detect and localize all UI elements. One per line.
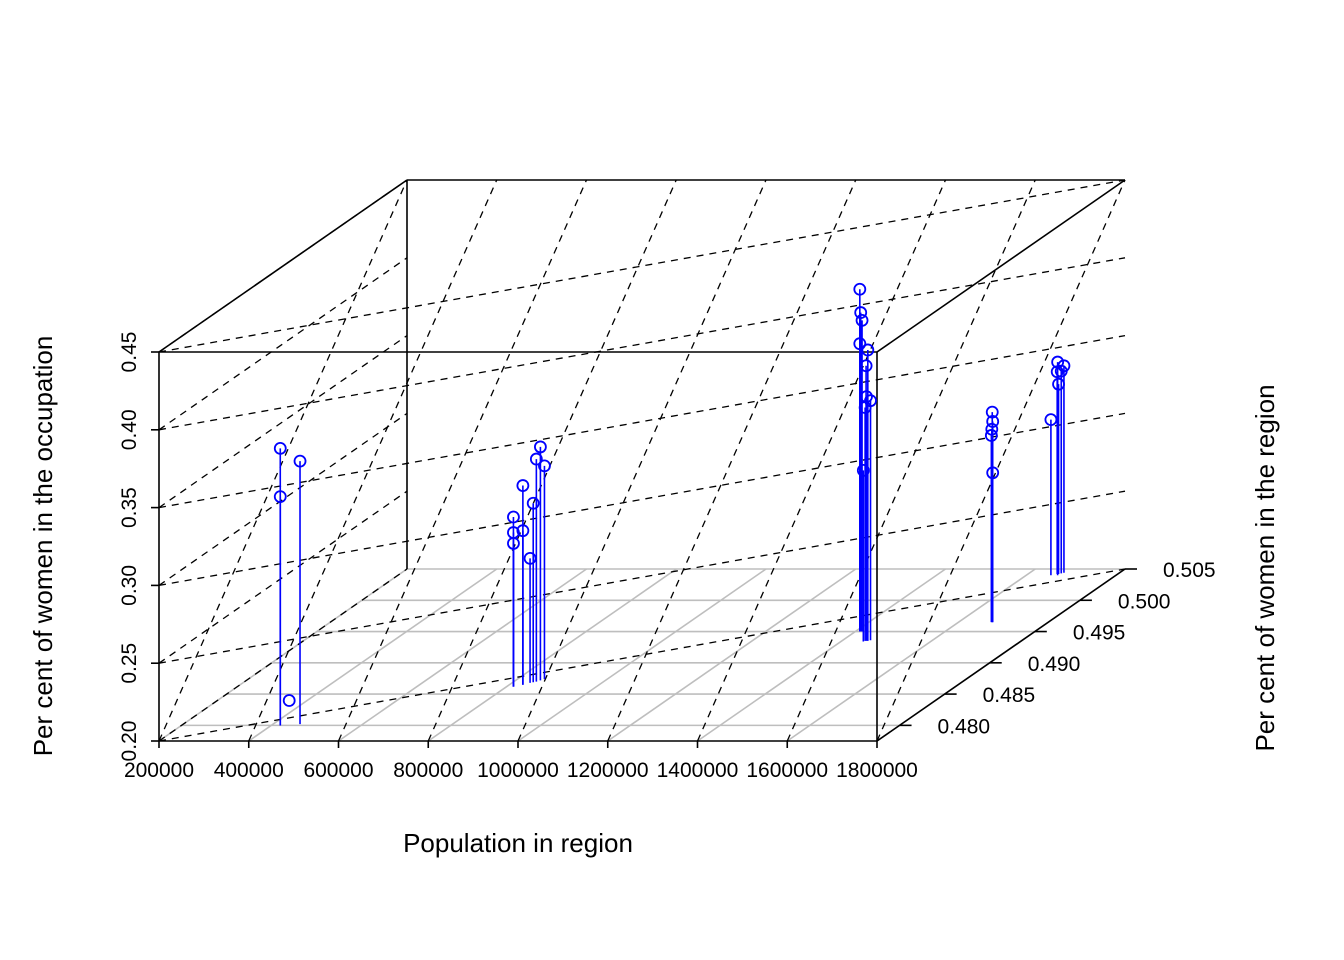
y-tick-label: 0.490 — [1028, 653, 1081, 676]
x-tick-label: 1200000 — [567, 759, 649, 782]
y-tick-label: 0.505 — [1163, 559, 1216, 582]
y-axis-title: Per cent of women in the region — [1250, 384, 1280, 751]
data-point — [859, 359, 873, 373]
back-gridline-x — [337, 179, 588, 742]
data-point — [516, 524, 530, 538]
z-tick-labels: 0.20 0.25 0.30 0.35 0.40 0.45 — [118, 332, 141, 762]
back-gridline-x — [607, 179, 857, 742]
x-tick-label: 200000 — [124, 759, 194, 782]
left-wall-gridline-z — [158, 335, 408, 509]
floor-grid — [158, 568, 1126, 742]
floor-gridline-x — [697, 568, 946, 742]
data-point — [526, 496, 540, 510]
y-tick-label: 0.500 — [1118, 590, 1171, 613]
back-gridline-x — [248, 179, 498, 742]
data-point — [853, 282, 867, 296]
back-gridline-x — [786, 179, 1036, 742]
z-tick-label: 0.45 — [118, 332, 141, 373]
y-tick-label: 0.480 — [938, 715, 991, 738]
data-point — [985, 422, 999, 436]
data-point — [273, 441, 287, 455]
left-wall-gridline-z — [158, 412, 408, 586]
data-point — [855, 313, 869, 327]
floor-gridline-x — [338, 568, 587, 742]
data-point — [854, 306, 868, 319]
back-gridline-x — [158, 179, 408, 742]
left-wall-gridline-z — [158, 257, 408, 431]
y-tick-labels: 0.480 0.485 0.490 0.495 0.500 0.505 — [938, 559, 1216, 738]
box-edge — [158, 179, 408, 353]
floor-gridline-x — [517, 568, 767, 742]
z-tick-label: 0.20 — [118, 721, 141, 762]
back-gridline-x — [427, 179, 677, 742]
data-points — [273, 282, 1071, 707]
data-point — [1051, 355, 1065, 369]
data-point — [507, 510, 520, 524]
z-axis-title: Per cent of women in the occupation — [28, 336, 58, 757]
floor-gridline-x — [427, 568, 677, 742]
z-tick-label: 0.30 — [118, 565, 141, 606]
data-point — [538, 459, 551, 473]
x-tick-labels: 200000 400000 600000 800000 1000000 1200000 14… — [124, 759, 918, 782]
back-gridline-z — [158, 490, 1126, 664]
back-wall-grid — [158, 179, 1126, 742]
data-point — [861, 343, 875, 357]
back-gridline-z — [158, 412, 1126, 587]
data-point — [985, 405, 999, 419]
x-tick-label: 1800000 — [836, 759, 918, 782]
back-gridline-x — [876, 179, 1126, 742]
data-point — [1044, 413, 1058, 427]
x-tick-label: 1400000 — [657, 759, 739, 782]
tick-marks — [151, 351, 1137, 748]
point-stems — [279, 289, 1065, 726]
data-point — [1057, 359, 1071, 373]
data-point — [516, 479, 530, 492]
box-edge — [876, 179, 1126, 353]
y-tick-label: 0.485 — [983, 684, 1036, 707]
y-tick-label: 0.495 — [1073, 622, 1126, 645]
x-tick-label: 400000 — [214, 759, 284, 782]
x-tick-label: 600000 — [303, 759, 373, 782]
data-point — [523, 551, 537, 565]
data-point — [856, 463, 870, 477]
back-gridline-z — [158, 179, 1126, 353]
data-point — [1052, 377, 1065, 391]
data-point — [986, 415, 1000, 428]
left-wall-gridline-z — [158, 568, 408, 742]
data-point — [853, 337, 867, 351]
back-gridline-x — [696, 179, 947, 742]
floor-gridline-x — [786, 568, 1036, 742]
x-tick-label: 1000000 — [477, 759, 559, 782]
box-edge — [876, 568, 1126, 742]
data-point — [986, 466, 1000, 480]
z-tick-label: 0.40 — [118, 409, 141, 450]
floor-gridline-x — [248, 568, 498, 742]
back-gridline-z — [158, 334, 1126, 509]
x-axis-title: Population in region — [403, 828, 633, 858]
data-point — [858, 401, 872, 414]
x-tick-label: 1600000 — [746, 759, 828, 782]
box-frame — [158, 179, 1126, 742]
data-point — [273, 490, 287, 504]
z-tick-label: 0.25 — [118, 643, 141, 684]
x-tick-label: 800000 — [393, 759, 463, 782]
data-point — [529, 452, 543, 466]
data-point — [507, 537, 520, 550]
data-point — [293, 454, 307, 468]
floor-gridline-x — [607, 568, 857, 742]
back-gridline-x — [517, 179, 767, 742]
z-tick-label: 0.35 — [118, 487, 141, 528]
left-wall-gridline-z — [158, 490, 408, 664]
data-point — [534, 440, 547, 454]
back-gridline-z — [158, 257, 1126, 431]
data-point — [282, 694, 296, 707]
data-point — [984, 429, 998, 442]
